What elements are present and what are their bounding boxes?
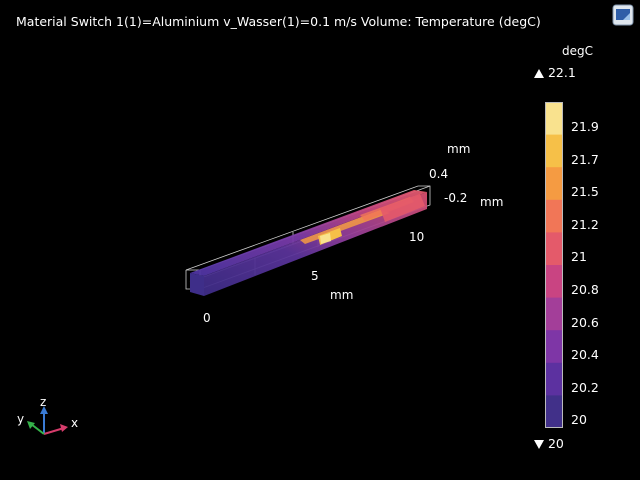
- colorbar-segment: [546, 102, 562, 136]
- colorbar-max: 22.1: [534, 65, 576, 80]
- colorbar-min-value: 20: [547, 436, 564, 451]
- colorbar-tick-label: 21.2: [571, 216, 599, 232]
- window-toggle-icon[interactable]: [612, 4, 634, 26]
- colorbar-tick-label: 20.4: [571, 347, 599, 363]
- axis-triad: z x y: [17, 395, 78, 435]
- colorbar-tick-label: 20: [571, 412, 587, 428]
- colorbar-max-value: 22.1: [547, 65, 576, 80]
- colorbar-tick-label: 20.8: [571, 282, 599, 297]
- colorbar-segment: [546, 167, 562, 201]
- x-axis-unit: mm: [330, 288, 353, 302]
- triangle-down-icon: [534, 440, 544, 449]
- colorbar-tick-label: 20.6: [571, 314, 599, 330]
- x-tick-label: 5: [311, 269, 319, 283]
- triangle-up-icon: [534, 69, 544, 78]
- colorbar-tick-label: 21.9: [571, 119, 599, 134]
- colorbar-unit: degC: [562, 44, 593, 58]
- x-tick-label: 0: [203, 311, 211, 325]
- y-tick-label: 0.4: [429, 167, 448, 181]
- triad-z-label: z: [40, 395, 46, 409]
- colorbar-tick-label: 20.2: [571, 379, 599, 395]
- colorbar-segment: [546, 134, 562, 168]
- colorbar-segment: [546, 362, 562, 396]
- colorbar-segment: [546, 297, 562, 331]
- y-axis-unit: mm: [480, 195, 503, 209]
- colorbar: [545, 102, 563, 428]
- colorbar-segment: [546, 232, 562, 266]
- colorbar-segment: [546, 330, 562, 364]
- temperature-volume: [190, 190, 427, 296]
- plot-title: Material Switch 1(1)=Aluminium v_Wasser(…: [16, 14, 541, 29]
- triad-y-label: y: [17, 412, 24, 426]
- colorbar-segment: [546, 395, 562, 428]
- colorbar-border: [545, 102, 563, 428]
- colorbar-tick-label: 21.5: [571, 184, 599, 200]
- colorbar-tick-label: 21.7: [571, 151, 599, 167]
- y-tick-label: -0.2: [444, 191, 467, 205]
- colorbar-tick-label: 21: [571, 249, 587, 265]
- z-axis-unit: mm: [447, 142, 470, 156]
- triad-x-label: x: [71, 416, 78, 430]
- colorbar-min: 20: [534, 436, 564, 451]
- x-tick-label: 10: [409, 230, 424, 244]
- colorbar-segment: [546, 265, 562, 299]
- colorbar-segment: [546, 199, 562, 233]
